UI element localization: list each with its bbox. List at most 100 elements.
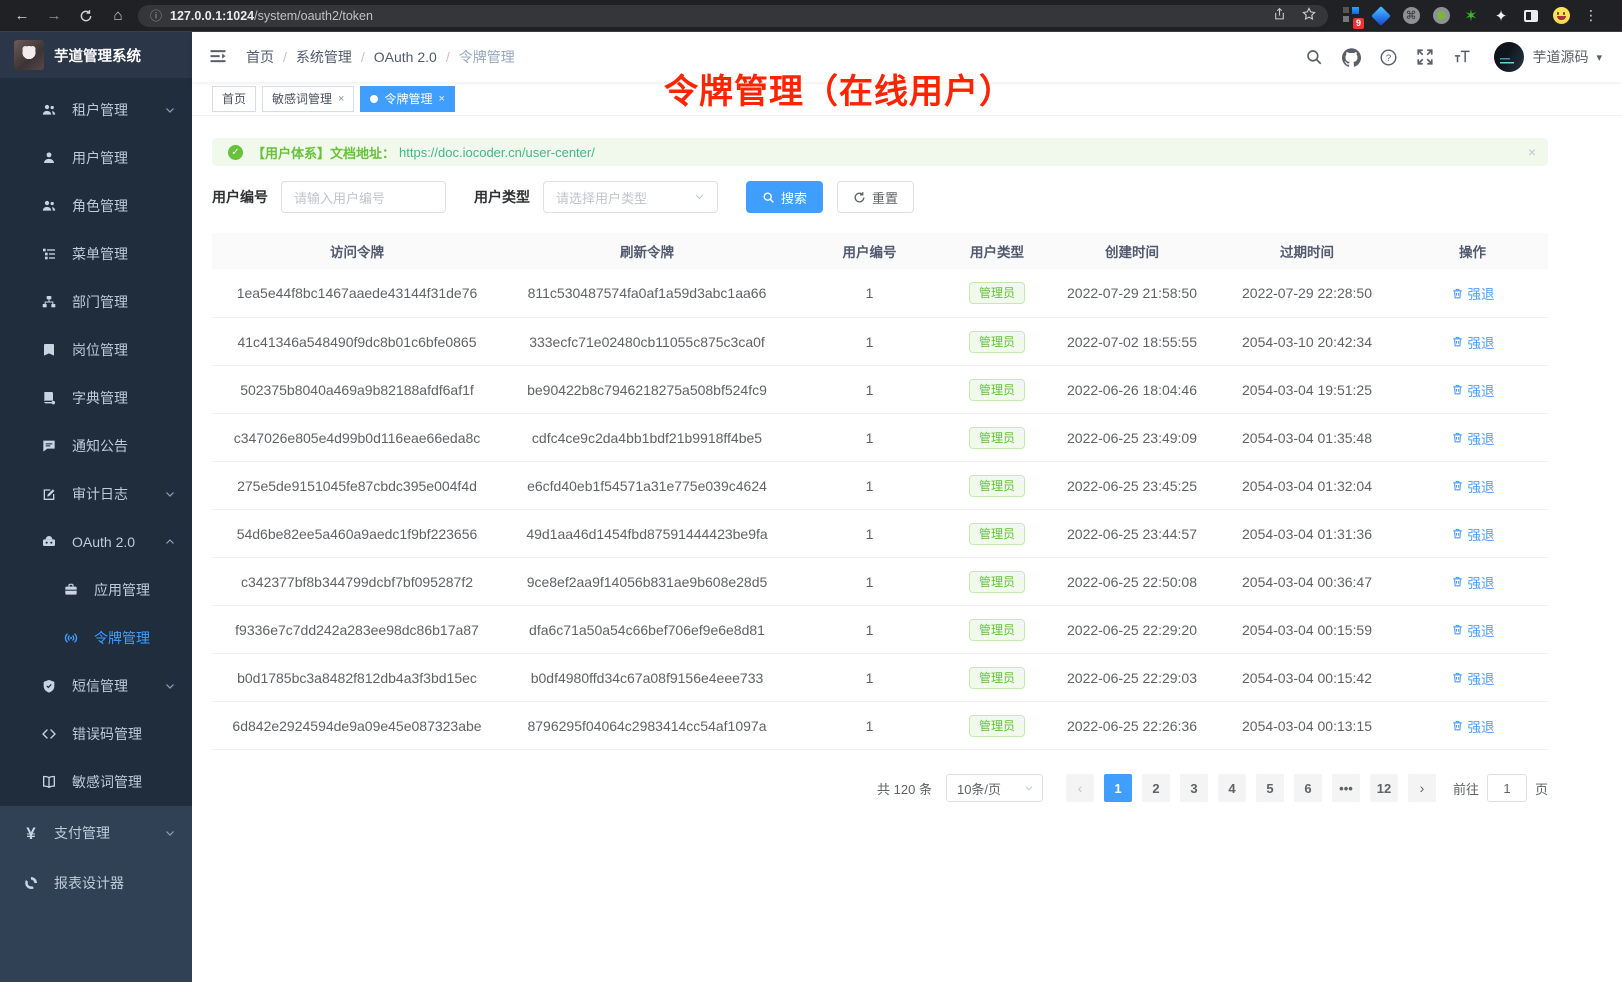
- force-logout-button[interactable]: 强退: [1451, 572, 1495, 592]
- access-token-cell: 54d6be82ee5a460a9aedc1f9bf223656: [236, 525, 478, 542]
- breadcrumb-item-OAuth 2.0[interactable]: OAuth 2.0: [373, 49, 437, 65]
- sidebar-item-label: 审计日志: [72, 486, 128, 502]
- page-button-12[interactable]: 12: [1369, 774, 1398, 802]
- sidebar-item-租户管理[interactable]: 租户管理: [0, 86, 192, 134]
- page-button-1[interactable]: 1: [1103, 774, 1132, 802]
- sidebar-item-label: 应用管理: [94, 582, 150, 598]
- sidebar-item-菜单管理[interactable]: 菜单管理: [0, 230, 192, 278]
- user-id-input[interactable]: 请输入用户编号: [281, 181, 446, 213]
- sidebar-item-令牌管理[interactable]: 令牌管理: [0, 614, 192, 662]
- page-content: ✓ 【用户体系】文档地址： https://doc.iocoder.cn/use…: [192, 116, 1622, 802]
- extension-command-icon[interactable]: ⌘: [1402, 7, 1420, 25]
- browser-back-icon[interactable]: ←: [14, 7, 30, 24]
- sidebar-item-用户管理[interactable]: 用户管理: [0, 134, 192, 182]
- github-icon[interactable]: [1340, 46, 1362, 68]
- alert-close-icon[interactable]: ×: [1527, 144, 1536, 160]
- page-button-3[interactable]: 3: [1179, 774, 1208, 802]
- force-logout-button[interactable]: 强退: [1451, 668, 1495, 688]
- sidebar-item-支付管理[interactable]: ¥ 支付管理: [0, 808, 192, 858]
- user-type-cell: 管理员: [947, 378, 1047, 401]
- sidebar-item-角色管理[interactable]: 角色管理: [0, 182, 192, 230]
- sidebar-item-字典管理[interactable]: 字典管理: [0, 374, 192, 422]
- column-header-用户编号: 用户编号: [842, 245, 897, 260]
- next-page-button[interactable]: ›: [1407, 774, 1436, 802]
- sidebar-item-OAuth 2.0[interactable]: OAuth 2.0: [0, 518, 192, 566]
- token-icon: [62, 630, 80, 646]
- chevron-down-icon: [1024, 781, 1034, 796]
- expire-time-cell: 2054-03-10 20:42:34: [1242, 333, 1372, 350]
- site-info-icon[interactable]: ⓘ: [150, 9, 163, 23]
- bookmark-star-icon[interactable]: [1302, 7, 1316, 24]
- extension-white-icon[interactable]: ✦: [1494, 7, 1508, 25]
- address-bar[interactable]: ⓘ 127.0.0.1:1024/system/oauth2/token: [138, 4, 1328, 27]
- tag-令牌管理[interactable]: 令牌管理 ×: [360, 85, 455, 112]
- search-button[interactable]: 搜索: [746, 181, 824, 213]
- tag-close-icon[interactable]: ×: [438, 92, 445, 105]
- sidebar-item-部门管理[interactable]: 部门管理: [0, 278, 192, 326]
- force-logout-button[interactable]: 强退: [1451, 332, 1495, 352]
- delete-icon: [1451, 335, 1464, 348]
- sidebar-item-报表设计器[interactable]: 报表设计器: [0, 858, 192, 908]
- sidebar-item-短信管理[interactable]: 短信管理: [0, 662, 192, 710]
- share-icon[interactable]: [1273, 7, 1286, 24]
- fullscreen-icon[interactable]: [1414, 46, 1436, 68]
- browser-menu-icon[interactable]: ⋮: [1584, 7, 1598, 23]
- force-logout-button[interactable]: 强退: [1451, 716, 1495, 736]
- browser-home-icon[interactable]: ⌂: [113, 7, 123, 24]
- chevron-down-icon: [694, 190, 705, 205]
- extension-gem-icon[interactable]: [1371, 5, 1391, 26]
- extension-green-star-icon[interactable]: ✶: [1464, 7, 1478, 25]
- extension-recorder-icon[interactable]: [1432, 7, 1450, 25]
- sidebar-item-通知公告[interactable]: 通知公告: [0, 422, 192, 470]
- page-size-select[interactable]: 10条/页: [945, 774, 1043, 802]
- sidebar-item-岗位管理[interactable]: 岗位管理: [0, 326, 192, 374]
- refresh-token-cell: 9ce8ef2aa9f14056b831ae9b608e28d5: [526, 573, 768, 590]
- profile-avatar-icon[interactable]: [1552, 7, 1570, 25]
- browser-sidepanel-icon[interactable]: [1522, 7, 1540, 25]
- sidebar-item-label: 租户管理: [72, 102, 128, 118]
- sidebar-item-敏感词管理[interactable]: 敏感词管理: [0, 758, 192, 806]
- sidebar-item-审计日志[interactable]: 审计日志: [0, 470, 192, 518]
- chevron-down-icon: [164, 104, 176, 116]
- alert-doc-link[interactable]: https://doc.iocoder.cn/user-center/: [399, 144, 595, 160]
- expire-time-cell: 2054-03-04 01:31:36: [1242, 525, 1372, 542]
- font-size-icon[interactable]: [1451, 46, 1473, 68]
- page-button-4[interactable]: 4: [1217, 774, 1246, 802]
- page-button-5[interactable]: 5: [1255, 774, 1284, 802]
- user-id-cell: 1: [865, 717, 874, 734]
- hamburger-icon[interactable]: [208, 46, 230, 68]
- force-logout-button[interactable]: 强退: [1451, 476, 1495, 496]
- expire-time-cell: 2054-03-04 00:36:47: [1242, 573, 1372, 590]
- prev-page-button[interactable]: ‹: [1065, 774, 1094, 802]
- user-type-select[interactable]: 请选择用户类型: [543, 181, 718, 213]
- tag-首页[interactable]: 首页: [212, 85, 257, 112]
- page-ellipsis-button[interactable]: •••: [1331, 774, 1360, 802]
- browser-reload-icon[interactable]: [74, 4, 98, 28]
- sidebar-item-应用管理[interactable]: 应用管理: [0, 566, 192, 614]
- sidebar-item-label: 短信管理: [72, 678, 128, 694]
- force-logout-button[interactable]: 强退: [1451, 283, 1495, 303]
- breadcrumb-item-首页[interactable]: 首页: [246, 49, 274, 65]
- sidebar-item-label: OAuth 2.0: [72, 534, 136, 550]
- app-logo[interactable]: 芋道管理系统: [0, 32, 192, 78]
- reset-button[interactable]: 重置: [837, 181, 915, 213]
- user-menu[interactable]: 芋道源码 ▾: [1494, 42, 1602, 72]
- goto-page-input[interactable]: 1: [1486, 774, 1527, 802]
- tag-close-icon[interactable]: ×: [338, 92, 345, 105]
- alert-text: 【用户体系】文档地址：: [252, 145, 396, 161]
- help-icon[interactable]: ?: [1377, 46, 1399, 68]
- force-logout-button[interactable]: 强退: [1451, 524, 1495, 544]
- extension-blocks-icon[interactable]: 9: [1342, 6, 1364, 29]
- sidebar-item-错误码管理[interactable]: 错误码管理: [0, 710, 192, 758]
- force-logout-button[interactable]: 强退: [1451, 380, 1495, 400]
- success-check-icon: ✓: [228, 144, 243, 160]
- force-logout-button[interactable]: 强退: [1451, 428, 1495, 448]
- expire-time-cell: 2054-03-04 01:32:04: [1242, 477, 1372, 494]
- page-button-6[interactable]: 6: [1293, 774, 1322, 802]
- search-icon[interactable]: [1303, 46, 1325, 68]
- page-button-2[interactable]: 2: [1141, 774, 1170, 802]
- force-logout-button[interactable]: 强退: [1451, 620, 1495, 640]
- tag-敏感词管理[interactable]: 敏感词管理 ×: [262, 85, 355, 112]
- browser-forward-icon[interactable]: →: [46, 7, 62, 24]
- breadcrumb-item-系统管理[interactable]: 系统管理: [295, 49, 352, 65]
